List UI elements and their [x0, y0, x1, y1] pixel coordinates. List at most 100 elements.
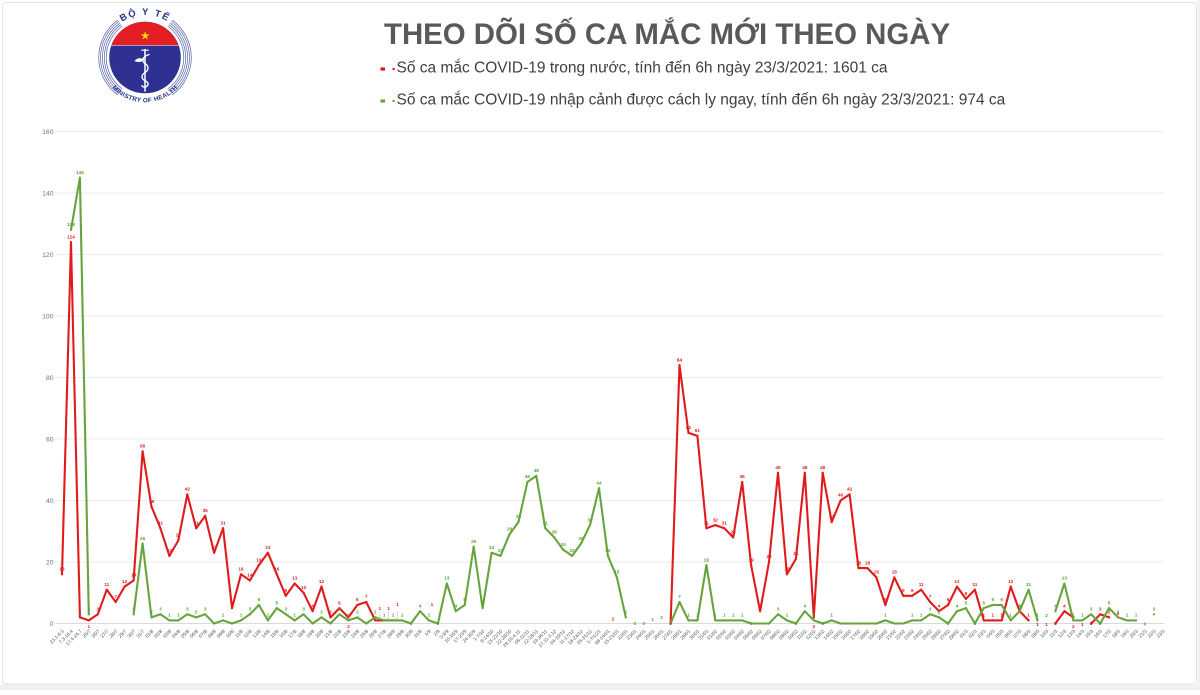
svg-text:1: 1 [1081, 613, 1084, 618]
svg-text:3: 3 [777, 607, 780, 612]
svg-text:2: 2 [79, 610, 82, 615]
svg-text:61: 61 [695, 428, 701, 433]
svg-text:4: 4 [1054, 603, 1057, 608]
svg-text:0: 0 [669, 621, 672, 626]
svg-text:3: 3 [87, 607, 90, 612]
svg-text:49: 49 [802, 465, 808, 470]
svg-text:12: 12 [319, 579, 325, 584]
svg-text:26: 26 [140, 536, 146, 541]
svg-text:1: 1 [911, 613, 914, 618]
svg-text:84: 84 [677, 357, 683, 362]
svg-text:6: 6 [884, 597, 887, 602]
svg-text:19: 19 [748, 557, 754, 562]
svg-text:1: 1 [687, 613, 690, 618]
svg-text:2: 2 [624, 610, 627, 615]
svg-text:42: 42 [185, 487, 191, 492]
svg-text:4: 4 [311, 603, 314, 608]
svg-text:31: 31 [543, 520, 549, 525]
svg-text:1: 1 [401, 613, 404, 618]
svg-text:5: 5 [1108, 600, 1111, 605]
svg-text:49: 49 [820, 465, 826, 470]
svg-text:12: 12 [954, 579, 960, 584]
svg-text:20: 20 [46, 559, 54, 566]
svg-text:80: 80 [46, 375, 54, 382]
svg-text:13: 13 [444, 576, 450, 581]
svg-text:1: 1 [1072, 613, 1075, 618]
svg-text:13: 13 [1062, 576, 1068, 581]
svg-text:42: 42 [847, 487, 853, 492]
svg-text:16: 16 [274, 567, 280, 572]
svg-text:46: 46 [740, 474, 746, 479]
svg-text:15: 15 [614, 570, 620, 575]
svg-text:3: 3 [249, 607, 252, 612]
svg-text:31: 31 [220, 520, 226, 525]
svg-text:2: 2 [374, 610, 377, 615]
svg-text:140: 140 [42, 190, 54, 197]
svg-text:6: 6 [991, 597, 994, 602]
svg-text:1: 1 [982, 613, 985, 618]
svg-text:3: 3 [186, 607, 189, 612]
svg-text:1: 1 [293, 613, 296, 618]
svg-text:THEO DÕI SỐ CA MẮC MỚI THEO NG: THEO DÕI SỐ CA MẮC MỚI THEO NGÀY [384, 17, 950, 51]
svg-text:15: 15 [892, 570, 898, 575]
svg-text:60: 60 [46, 436, 54, 443]
svg-text:7: 7 [114, 594, 117, 599]
svg-text:1: 1 [240, 613, 243, 618]
svg-text:28: 28 [552, 530, 558, 535]
svg-text:145: 145 [76, 170, 84, 175]
svg-text:4: 4 [1063, 603, 1066, 608]
svg-text:33: 33 [829, 514, 835, 519]
svg-text:27: 27 [176, 533, 182, 538]
svg-text:3: 3 [302, 607, 305, 612]
svg-text:40: 40 [46, 498, 54, 505]
svg-text:160: 160 [42, 129, 54, 136]
svg-text:0: 0 [1099, 621, 1102, 626]
svg-text:1: 1 [1045, 622, 1048, 627]
svg-text:23: 23 [211, 545, 217, 550]
svg-text:8: 8 [965, 591, 968, 596]
svg-text:Số ca mắc COVID-19 trong nước,: Số ca mắc COVID-19 trong nước, tính đến … [397, 59, 888, 76]
svg-text:19: 19 [256, 557, 262, 562]
svg-text:4: 4 [419, 603, 422, 608]
svg-text:14: 14 [247, 573, 253, 578]
svg-text:1: 1 [1135, 613, 1138, 618]
svg-text:2: 2 [1045, 613, 1048, 618]
svg-text:7: 7 [929, 594, 932, 599]
svg-text:9: 9 [902, 588, 905, 593]
svg-text:0: 0 [50, 621, 54, 628]
svg-text:1: 1 [428, 613, 431, 618]
svg-text:6: 6 [947, 597, 950, 602]
svg-text:1: 1 [732, 613, 735, 618]
svg-text:1: 1 [1009, 613, 1012, 618]
svg-text:1: 1 [1036, 622, 1039, 627]
svg-text:31: 31 [704, 520, 710, 525]
svg-text:1: 1 [267, 613, 270, 618]
svg-text:2: 2 [938, 610, 941, 615]
svg-text:2: 2 [150, 610, 153, 615]
svg-text:29: 29 [507, 527, 513, 532]
svg-text:5: 5 [231, 600, 234, 605]
svg-text:0: 0 [1144, 622, 1147, 627]
svg-text:5: 5 [965, 600, 968, 605]
svg-text:1: 1 [651, 617, 654, 622]
svg-text:2: 2 [1072, 624, 1075, 629]
svg-text:0: 0 [1054, 621, 1057, 626]
svg-text:48: 48 [534, 468, 540, 473]
svg-text:1: 1 [392, 613, 395, 618]
svg-text:4: 4 [1018, 603, 1021, 608]
svg-text:56: 56 [140, 444, 146, 449]
svg-text:1: 1 [1126, 613, 1129, 618]
svg-text:0: 0 [821, 621, 824, 626]
svg-text:32: 32 [587, 517, 593, 522]
svg-text:31: 31 [194, 520, 200, 525]
svg-text:100: 100 [42, 313, 54, 320]
svg-text:1: 1 [920, 613, 923, 618]
svg-text:22: 22 [167, 548, 173, 553]
svg-text:1: 1 [830, 613, 833, 618]
svg-text:1: 1 [812, 613, 815, 618]
svg-text:1: 1 [87, 624, 90, 629]
svg-text:40: 40 [838, 493, 844, 498]
svg-text:0: 0 [633, 621, 636, 626]
svg-text:44: 44 [596, 480, 602, 485]
svg-text:1: 1 [177, 613, 180, 618]
